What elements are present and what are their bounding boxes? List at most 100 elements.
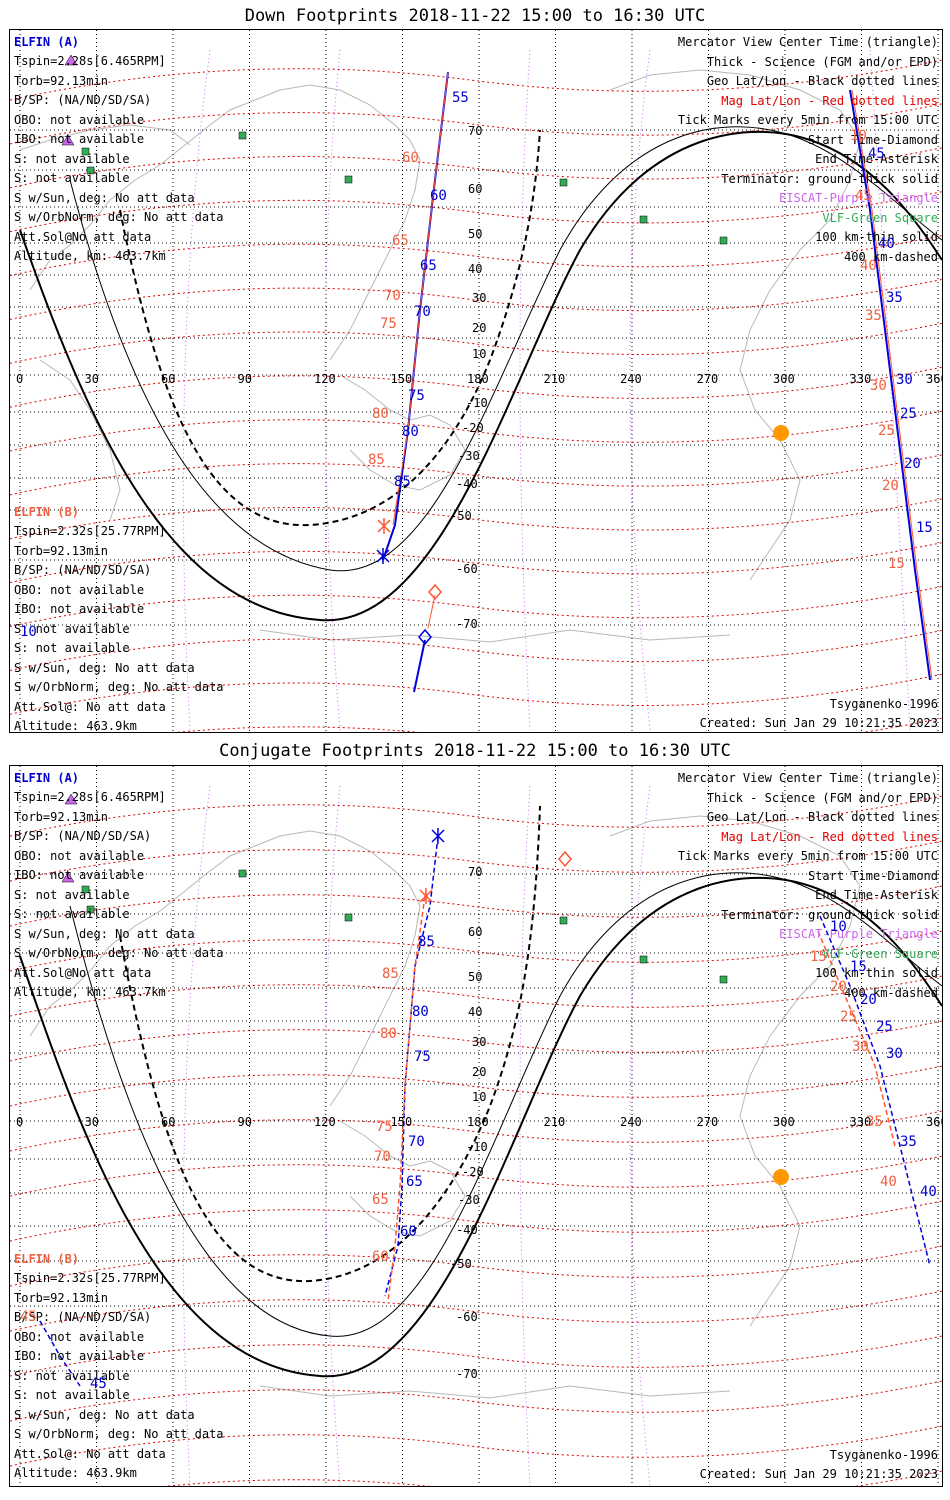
lat-tick-label: -10	[466, 396, 488, 410]
elfin-a-info-line: Altitude, km: 463.7km	[14, 249, 166, 263]
sun-icon	[773, 425, 789, 441]
elfin-a-info-line: S w/Sun, deg: No att data	[14, 926, 195, 941]
lon-tick-label: 240	[620, 1115, 642, 1129]
elfin-b-tick-label: 45	[20, 1309, 37, 1325]
lat-tick-label: 70	[468, 865, 483, 879]
lat-tick-label: 50	[468, 227, 483, 241]
elfin-b-info-line: S w/OrbNorm, deg: No att data	[14, 1427, 224, 1441]
elfin-b-tick-label: 15	[888, 556, 905, 572]
elfin-a-tick-label: 25	[900, 406, 917, 422]
elfin-b-info-line: B/SP: (NA/ND/SD/SA)	[14, 563, 152, 577]
legend-item: End Time-Asterisk	[815, 152, 938, 166]
lon-tick-label: 30	[84, 1115, 99, 1129]
elfin-a-tick-label: 55	[452, 90, 469, 106]
lat-tick-label: 60	[468, 925, 483, 939]
lat-tick-label: 40	[468, 262, 483, 276]
legend-item: Tick Marks every 5min from 15:00 UTC	[677, 849, 938, 863]
elfin-a-tick-label: 45	[868, 146, 885, 162]
lat-tick-label: 40	[468, 1005, 483, 1019]
elfin-a-tick-label: 20	[860, 992, 877, 1008]
elfin-a-info-line: S: not available	[14, 907, 130, 921]
lon-tick-label: 30	[84, 372, 99, 386]
lon-tick-label: 150	[390, 1115, 413, 1129]
elfin-a-info-line: S w/OrbNorm, deg: No att data	[14, 210, 224, 224]
elfin-a-tick-label: 10	[830, 919, 847, 935]
elfin-b-tick-label: 60	[372, 1249, 389, 1265]
lat-tick-label: -40	[456, 477, 478, 491]
elfin-b-info-line: OBO: not available	[14, 1329, 145, 1344]
lon-tick-label: 60	[161, 1115, 176, 1129]
elfin-b-info-line: Tspin=2.32s[25.77RPM]	[14, 524, 166, 538]
elfin-a-info-line: Altitude, km: 463.7km	[14, 985, 166, 999]
panel-1-title: Down Footprints 2018-11-22 15:00 to 16:3…	[244, 6, 706, 26]
lat-tick-label: -30	[458, 1193, 480, 1207]
elfin-a-tick-label: 65	[406, 1174, 423, 1190]
coastlines	[19, 69, 861, 643]
elfin-b-tick-label: 45	[855, 188, 872, 204]
elfin-b-tick-label: 70	[384, 288, 401, 304]
lon-tick-label: 330	[849, 1115, 872, 1129]
panel-2-title: Conjugate Footprints 2018-11-22 15:00 to…	[219, 741, 731, 761]
elfin-a-info-line: IBO: not available	[14, 132, 145, 146]
elfin-b-tick-label: 35	[866, 1114, 883, 1130]
elfin-b-info-line: Tspin=2.32s[25.77RPM]	[14, 1271, 166, 1285]
lon-tick-label: 120	[314, 372, 336, 386]
elfin-a-tick-label: 15	[916, 520, 933, 536]
created-label: Created: Sun Jan 29 10:21:35 2023	[699, 1467, 938, 1481]
lon-tick-label: 270	[696, 1115, 719, 1129]
vlf-squares	[81, 869, 728, 984]
elfin-b-info-line: IBO: not available	[14, 1349, 145, 1363]
elfin-b-info-line: Altitude: 463.9km	[14, 1466, 137, 1480]
lat-tick-label: -60	[456, 1310, 478, 1324]
legend-item: EISCAT-Purple Triangle	[779, 191, 938, 205]
elfin-a-tick-label: 35	[886, 290, 903, 306]
legend-item: VLF-Green Square	[822, 210, 938, 225]
elfin-b-tick-label: 70	[374, 1149, 391, 1165]
elfin-b-tick-label: 65	[372, 1192, 389, 1208]
lon-tick-label: 150	[390, 372, 413, 386]
elfin-a-tick-label: 65	[420, 258, 437, 274]
elfin-b-info-line: S: not available	[14, 641, 130, 655]
model-label: Tsyganenko-1996	[829, 697, 938, 711]
elfin-b-tick-label: 30	[852, 1039, 869, 1055]
lat-tick-label: -20	[462, 1165, 484, 1179]
legend-item: VLF-Green Square	[822, 946, 938, 961]
elfin-b-info-line: B/SP: (NA/ND/SD/SA)	[14, 1310, 152, 1324]
elfin-a-tick-label: 60	[400, 1224, 417, 1240]
elfin-a-title: ELFIN (A)	[14, 771, 80, 785]
geo-grid	[10, 766, 942, 1486]
elfin-b-info-line: S: not available	[14, 1368, 130, 1383]
elfin-a-info-line: Tspin=2.28s[6.465RPM]	[14, 54, 166, 68]
elfin-a-tick-label: 30	[896, 372, 913, 388]
lat-tick-label: 10	[472, 347, 487, 361]
legend-item: Terminator: ground-thick solid	[721, 907, 938, 922]
elfin-b-tick-label: 85	[368, 452, 385, 468]
lon-tick-label: 360	[926, 372, 942, 386]
panel-1-map: ELFIN (A) Tspin=2.28s[6.465RPM] Torb=92.1…	[9, 29, 943, 733]
elfin-a-tick-label: 70	[408, 1134, 425, 1150]
lon-tick-label: 120	[314, 1115, 336, 1129]
elfin-a-info-line: B/SP: (NA/ND/SD/SA)	[14, 829, 152, 843]
elfin-a-info-line: S: not available	[14, 887, 130, 902]
elfin-b-tick-label: 80	[380, 1026, 397, 1042]
elfin-a-tick-label: 60	[430, 188, 447, 204]
lon-tick-label: 240	[620, 372, 642, 386]
lat-tick-label: 70	[468, 124, 483, 138]
legend-item: Tick Marks every 5min from 15:00 UTC	[677, 113, 938, 127]
legend-item: 400 km-dashed	[844, 249, 938, 264]
elfin-b-info-line: Att.Sol@: No att data	[14, 1446, 166, 1461]
elfin-a-tick-label: 70	[414, 304, 431, 320]
lat-tick-label: 30	[472, 1035, 487, 1049]
lon-tick-label: 180	[467, 1115, 489, 1129]
elfin-b-tick-label: 15	[810, 949, 827, 965]
elfin-b-info-line: Torb=92.13min	[14, 543, 108, 558]
terminator-100km	[69, 126, 942, 572]
elfin-b-tick-label: 25	[878, 423, 895, 439]
elfin-b-info-line: Altitude: 463.9km	[14, 719, 137, 733]
elfin-b-tick-label: 35	[865, 308, 882, 324]
terminator-100km	[69, 872, 942, 1337]
coastlines	[29, 815, 861, 1399]
terminator-ground	[19, 130, 942, 622]
lat-tick-label: 10	[472, 1090, 487, 1104]
elfin-a-info-line: IBO: not available	[14, 868, 145, 882]
